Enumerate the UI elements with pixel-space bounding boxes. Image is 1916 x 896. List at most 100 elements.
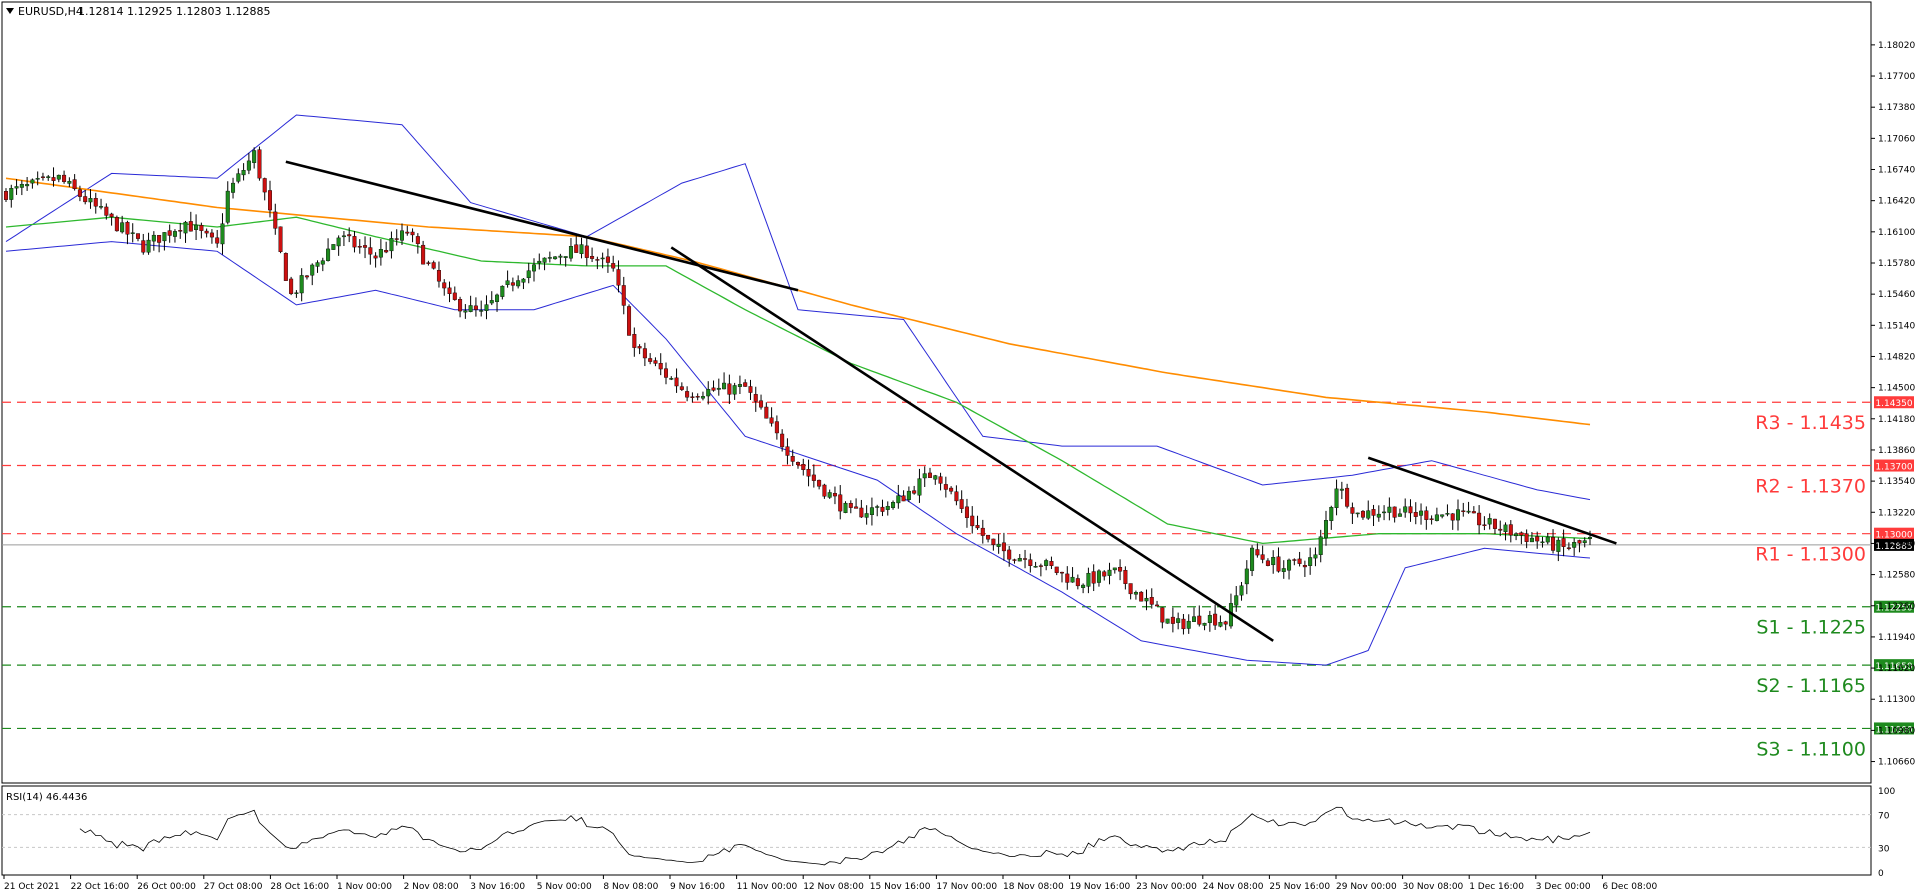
candle: [980, 519, 985, 544]
time-tick-label: 1 Dec 16:00: [1469, 882, 1524, 892]
level-tag-r2: 1.13700: [1874, 459, 1914, 473]
candle: [1197, 605, 1202, 627]
candle: [51, 167, 56, 187]
candle: [9, 184, 14, 208]
candle: [30, 178, 35, 189]
candle: [347, 227, 352, 243]
svg-text:1.13000: 1.13000: [1875, 531, 1912, 541]
candle: [72, 174, 77, 191]
candle: [373, 252, 378, 268]
candle: [627, 304, 632, 336]
candle: [1086, 567, 1091, 594]
candle: [183, 220, 188, 243]
candle: [1313, 547, 1318, 567]
candle: [875, 504, 880, 517]
candle: [384, 241, 389, 254]
candle: [109, 212, 114, 226]
candle: [1514, 532, 1519, 541]
candle: [1403, 498, 1408, 518]
candle: [1250, 545, 1255, 577]
candle: [1572, 538, 1577, 556]
candle: [421, 240, 426, 265]
candle: [1033, 561, 1038, 568]
rsi-tick-label: 70: [1878, 812, 1890, 822]
candle: [1144, 589, 1149, 611]
trendline-1[interactable]: [285, 160, 799, 292]
collapse-triangle-icon[interactable]: [6, 8, 14, 14]
candle: [1545, 532, 1550, 545]
candle: [732, 382, 737, 400]
candle: [1360, 510, 1365, 520]
price-tick-label: 1.12900: [1878, 539, 1915, 549]
moving-average-200: [5, 177, 1591, 426]
candle: [320, 257, 325, 272]
candle: [188, 211, 193, 232]
candle: [1440, 514, 1445, 519]
svg-text:1.12250: 1.12250: [1875, 604, 1912, 614]
candle: [769, 407, 774, 427]
candle: [331, 244, 336, 250]
candle: [674, 368, 679, 393]
candle: [426, 260, 431, 266]
candle: [521, 278, 526, 290]
candle: [326, 238, 331, 262]
candle: [843, 501, 848, 514]
candle: [901, 490, 906, 502]
candle: [1482, 516, 1487, 531]
candle: [669, 376, 674, 381]
candle: [1218, 615, 1223, 628]
price-tick-label: 1.15460: [1878, 290, 1915, 300]
trendline-2[interactable]: [670, 246, 1274, 642]
candle: [246, 152, 251, 175]
rsi-tick-label: 100: [1878, 787, 1895, 797]
candle: [289, 276, 294, 296]
candle: [611, 255, 616, 272]
candle: [304, 275, 309, 280]
candle: [1070, 567, 1075, 583]
candle: [595, 256, 600, 270]
symbol-label: EURUSD,H4: [18, 5, 83, 18]
rsi-panel-frame: [1, 785, 1872, 876]
candle: [336, 235, 341, 256]
candle: [252, 147, 257, 169]
candle: [352, 230, 357, 253]
candle: [14, 179, 19, 195]
candle: [790, 449, 795, 466]
candle: [1091, 564, 1096, 592]
candle: [943, 476, 948, 498]
candlesticks: [3, 146, 1592, 635]
candle: [801, 458, 806, 476]
candle: [463, 304, 468, 319]
trendline-3[interactable]: [1367, 456, 1617, 545]
rsi-line: [79, 806, 1591, 866]
candle: [774, 415, 779, 440]
candle: [1297, 551, 1302, 567]
candle: [743, 379, 748, 387]
candle: [1081, 583, 1086, 594]
candle: [1551, 529, 1556, 554]
level-tag-s2: 1.11650: [1874, 659, 1914, 672]
candle: [1424, 506, 1429, 530]
moving-average-20: [5, 216, 1591, 545]
price-tick-label: 1.13860: [1878, 446, 1915, 456]
candle: [970, 506, 975, 534]
price-tick-label: 1.13540: [1878, 477, 1915, 487]
candle: [1059, 571, 1064, 583]
candle: [1133, 590, 1138, 600]
price-tick-label: 1.12580: [1878, 571, 1915, 581]
time-tick-label: 19 Nov 16:00: [1070, 882, 1131, 892]
candle: [695, 393, 700, 401]
candle: [838, 485, 843, 520]
candle: [46, 174, 51, 181]
candle: [621, 276, 626, 315]
time-tick-label: 28 Oct 16:00: [270, 882, 329, 892]
candle: [859, 499, 864, 518]
candle: [67, 177, 72, 188]
candle: [1392, 506, 1397, 523]
candle: [1318, 529, 1323, 563]
candle: [83, 189, 88, 205]
candle: [711, 380, 716, 392]
candle: [452, 286, 457, 301]
candle: [1487, 513, 1492, 530]
